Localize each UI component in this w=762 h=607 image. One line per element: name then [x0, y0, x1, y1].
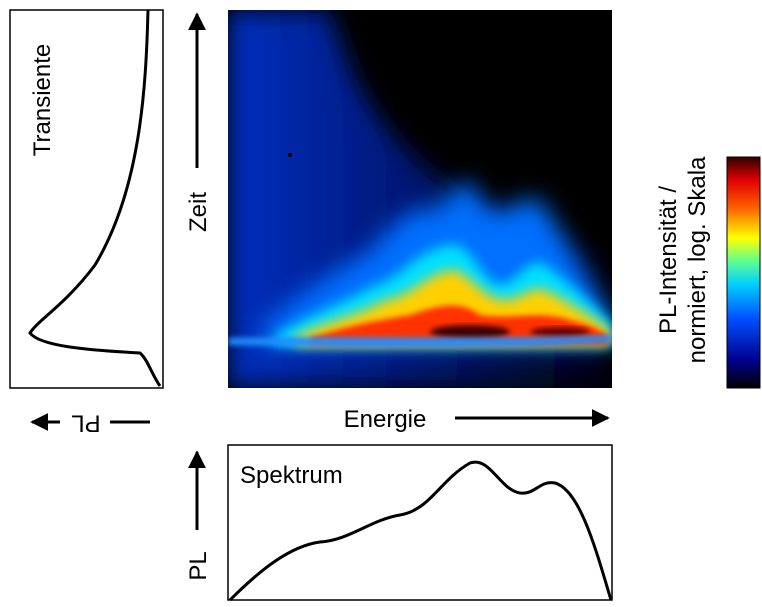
colorbar-label: normiert, log. Skala [684, 156, 711, 363]
spectrum-frame [227, 444, 613, 601]
glow-dark [530, 327, 590, 337]
excitation-line [228, 335, 612, 348]
glow-red [310, 305, 608, 345]
transient-curve [28, 9, 162, 387]
spectrum-axis-label: PL [185, 551, 212, 580]
spectrum-label: Spektrum [240, 462, 343, 489]
colorbar [726, 156, 761, 389]
time-label: Zeit [185, 192, 212, 232]
glow-dark [430, 325, 510, 339]
transient-label: Transiente [29, 44, 56, 157]
spectrum-curve [228, 460, 613, 602]
transient-axis-label: PL [71, 410, 100, 437]
dust-spot [288, 153, 292, 157]
colorbar-label: PL-Intensität / [655, 186, 682, 334]
streak-image [228, 10, 612, 388]
label-bg [60, 408, 110, 436]
energy-label: Energie [344, 406, 427, 433]
transient-frame [9, 9, 164, 389]
